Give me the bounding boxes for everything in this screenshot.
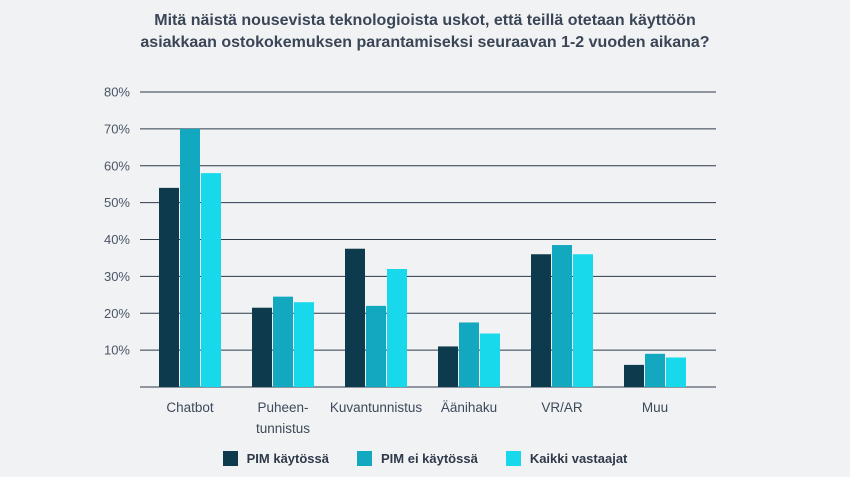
legend-item-kaikki-vastaajat: Kaikki vastaajat xyxy=(505,451,628,466)
bar xyxy=(294,302,314,387)
bar xyxy=(645,353,665,387)
y-tick-label: 60% xyxy=(104,158,130,173)
bar xyxy=(666,357,686,387)
bar xyxy=(531,254,551,387)
bar xyxy=(552,245,572,387)
x-category-label: tunnistus xyxy=(256,421,310,436)
bar xyxy=(252,307,272,387)
x-category-label: VR/AR xyxy=(541,400,583,415)
bar xyxy=(387,269,407,387)
y-tick-label: 30% xyxy=(104,269,130,284)
y-tick-label: 40% xyxy=(104,232,130,247)
x-category-label: Chatbot xyxy=(166,400,214,415)
chart-title-line-2: asiakkaan ostokokemuksen parantamiseksi … xyxy=(140,34,710,51)
legend-item-pim-kaytossa: PIM käytössä xyxy=(222,451,329,466)
bar xyxy=(273,296,293,387)
bar xyxy=(480,333,500,387)
x-category-label: Muu xyxy=(642,400,668,415)
legend-swatch-pim-ei-kaytossa xyxy=(356,451,372,466)
bar xyxy=(201,173,221,387)
bar xyxy=(366,305,386,387)
bar xyxy=(573,254,593,387)
bar xyxy=(624,364,644,387)
legend-swatch-pim-kaytossa xyxy=(222,451,238,466)
chart-title-line-1: Mitä näistä nousevista teknologioista us… xyxy=(154,12,696,29)
bar xyxy=(180,128,200,387)
y-tick-label: 10% xyxy=(104,343,130,358)
legend-swatch-kaikki-vastaajat xyxy=(505,451,521,466)
bar xyxy=(438,346,458,387)
legend-label-pim-kaytossa: PIM käytössä xyxy=(246,451,329,466)
y-tick-label: 80% xyxy=(104,85,130,100)
bar xyxy=(159,187,179,387)
y-tick-label: 50% xyxy=(104,195,130,210)
x-category-label: Kuvantunnistus xyxy=(330,400,423,415)
bar xyxy=(459,322,479,387)
legend-label-pim-ei-kaytossa: PIM ei käytössä xyxy=(380,451,478,466)
y-tick-label: 70% xyxy=(104,121,130,136)
chart-title: Mitä näistä nousevista teknologioista us… xyxy=(0,10,850,54)
bar xyxy=(345,248,365,387)
y-tick-label: 20% xyxy=(104,306,130,321)
x-category-label: Puheen- xyxy=(257,400,308,415)
legend: PIM käytössä PIM ei käytössä Kaikki vast… xyxy=(0,451,850,466)
legend-item-pim-ei-kaytossa: PIM ei käytössä xyxy=(356,451,478,466)
x-category-label: Äänihaku xyxy=(441,400,497,415)
legend-label-kaikki-vastaajat: Kaikki vastaajat xyxy=(529,451,628,466)
